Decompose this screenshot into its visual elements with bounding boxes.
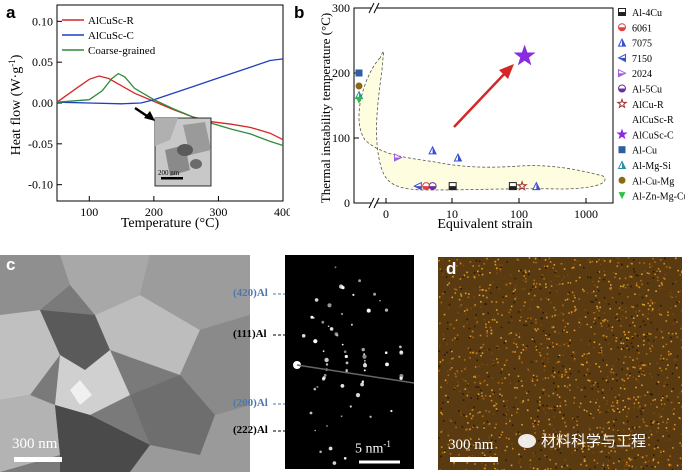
- ring-label-222: (222)Al: [233, 424, 268, 436]
- tem-bright-field-image: c 300 nm: [0, 255, 250, 472]
- data-point-al-cu-mg: [355, 82, 363, 90]
- ring-label-420: (420)Al: [233, 287, 268, 299]
- legend-label-al-cu: Al-Cu: [632, 146, 657, 157]
- x-tick-label-b: 1000: [574, 207, 598, 221]
- x-axis-label-b: Equivalent strain: [437, 217, 532, 232]
- y-axis-label-a: Heat flow (W·g-1): [7, 54, 24, 155]
- data-point-al-4cu: [448, 182, 457, 191]
- legend-label-r: AlCuSc-R: [88, 15, 135, 27]
- saed-pattern: 5 nm-1: [285, 255, 414, 469]
- data-point-7150: [413, 181, 422, 191]
- watermark: 材料科学与工程: [518, 430, 646, 451]
- x-tick-label-b: 100: [510, 207, 528, 221]
- ring-label-111: (111)Al: [233, 328, 267, 340]
- legend-marker-7075: [617, 37, 627, 47]
- panel-b-letter: b: [294, 3, 304, 22]
- panel-d-letter: d: [446, 259, 457, 278]
- legend-marker-6061: [618, 23, 626, 32]
- legend-marker-al-5cu: [618, 84, 626, 93]
- y-tick-label-a: 0.00: [32, 96, 53, 110]
- legend-marker-alcusc-c: [616, 128, 628, 140]
- inset-scale-label: 200 nm: [158, 169, 180, 177]
- legend-label-alcusc-c: AlCuSc-C: [632, 130, 674, 141]
- panel-b-scatter-chart: b 0 100 200 300 0 10 100 1000 Al-4Cu 6061 7075 71…: [294, 1, 685, 232]
- wechat-icon: [518, 433, 536, 448]
- legend-marker-al-zn-mg-cu: [618, 192, 626, 200]
- data-point-al-cu: [355, 69, 363, 77]
- legend-label-6061: 6061: [632, 23, 652, 34]
- legend-label-2024: 2024: [632, 69, 652, 80]
- x-tick-label-a: 400: [274, 205, 290, 219]
- y-tick-label-b: 200: [332, 66, 350, 80]
- panel-c-letter: c: [6, 255, 16, 274]
- y-tick-label-b: 0: [344, 196, 350, 210]
- data-point-al-5cu: [428, 182, 437, 191]
- x-tick-label-a: 200: [145, 205, 163, 219]
- legend-label-al-zn-mg-cu: Al-Zn-Mg-Cu: [632, 192, 685, 203]
- y-tick-label-a: -0.05: [28, 137, 53, 151]
- y-tick-label-a: 0.05: [32, 55, 53, 69]
- legend-marker-2024: [618, 68, 627, 78]
- series-line-coarse-grained: [56, 72, 284, 147]
- trend-arrow: [453, 64, 514, 128]
- x-axis-label-a: Temperature (°C): [121, 216, 220, 231]
- data-point-7075: [453, 152, 463, 162]
- x-tick-label-a: 300: [209, 205, 227, 219]
- inset-arrow: [134, 106, 155, 121]
- data-point-6061: [422, 182, 431, 191]
- legend-marker-7150: [617, 53, 626, 63]
- legend-label-al-mg-si: Al-Mg-Si: [632, 161, 671, 172]
- tem-inset: 200 nm: [154, 117, 212, 187]
- x-tick-label-b: 10: [446, 207, 458, 221]
- panel-a-letter: a: [6, 3, 16, 22]
- y-tick-label-b: 100: [332, 131, 350, 145]
- legend-label-g: Coarse-grained: [88, 45, 156, 57]
- legend-a: AlCuSc-R AlCuSc-C Coarse-grained: [62, 15, 156, 57]
- legend-label-alcu-r: AlCu-R: [632, 100, 664, 111]
- instability-region: [358, 50, 606, 191]
- legend-label-al-cu-mg: Al-Cu-Mg: [632, 176, 674, 187]
- legend-marker-al-4cu: [618, 8, 626, 16]
- x-tick-label-a: 100: [80, 205, 98, 219]
- legend-marker-al-mg-si: [617, 160, 627, 169]
- panel-a-dsc-chart: a -0.10 -0.05 0.00 0.05 0.10 100 200 300 400 Al…: [6, 3, 290, 231]
- legend-label-7075: 7075: [632, 39, 652, 50]
- data-point-7075: [428, 145, 437, 155]
- data-point-alcusc-c: [513, 44, 536, 66]
- axis-break-marks: [368, 2, 380, 209]
- legend-label-al-5cu: Al-5Cu: [632, 85, 662, 96]
- legend-marker-alcu-r: [616, 97, 628, 109]
- data-point-7075: [532, 181, 541, 191]
- legend-marker-al-cu: [618, 146, 626, 154]
- ring-label-200: (200)Al: [233, 397, 268, 409]
- y-tick-label-b: 300: [332, 1, 350, 15]
- legend-label-alcusc-r: AlCuSc-R: [632, 115, 674, 126]
- eds-map-image: d 300 nm 材料科学与工程: [438, 257, 682, 470]
- scale-bar-label-saed: 5 nm-1: [355, 439, 391, 457]
- legend-label-7150: 7150: [632, 54, 652, 65]
- data-point-alcu-r: [516, 180, 528, 191]
- y-tick-label-a: 0.10: [32, 14, 53, 28]
- series-line-alcusc-c: [56, 58, 284, 105]
- legend-marker-al-cu-mg: [618, 176, 626, 184]
- y-axis-label-b: Thermal instability temperature (°C): [318, 13, 333, 203]
- y-tick-label-a: -0.10: [28, 178, 53, 192]
- scale-bar-label-c: 300 nm: [12, 436, 58, 452]
- data-point-2024: [394, 153, 403, 162]
- scale-bar-label-d: 300 nm: [448, 437, 494, 453]
- plot-frame-b: [353, 7, 614, 204]
- data-point-al-zn-mg-cu: [355, 96, 363, 104]
- data-point-al-4cu: [508, 182, 517, 191]
- legend-label-c: AlCuSc-C: [88, 30, 134, 42]
- series-line-alcusc-r: [56, 75, 284, 141]
- legend-label-al-4cu: Al-4Cu: [632, 8, 662, 19]
- x-tick-label-b: 0: [383, 207, 389, 221]
